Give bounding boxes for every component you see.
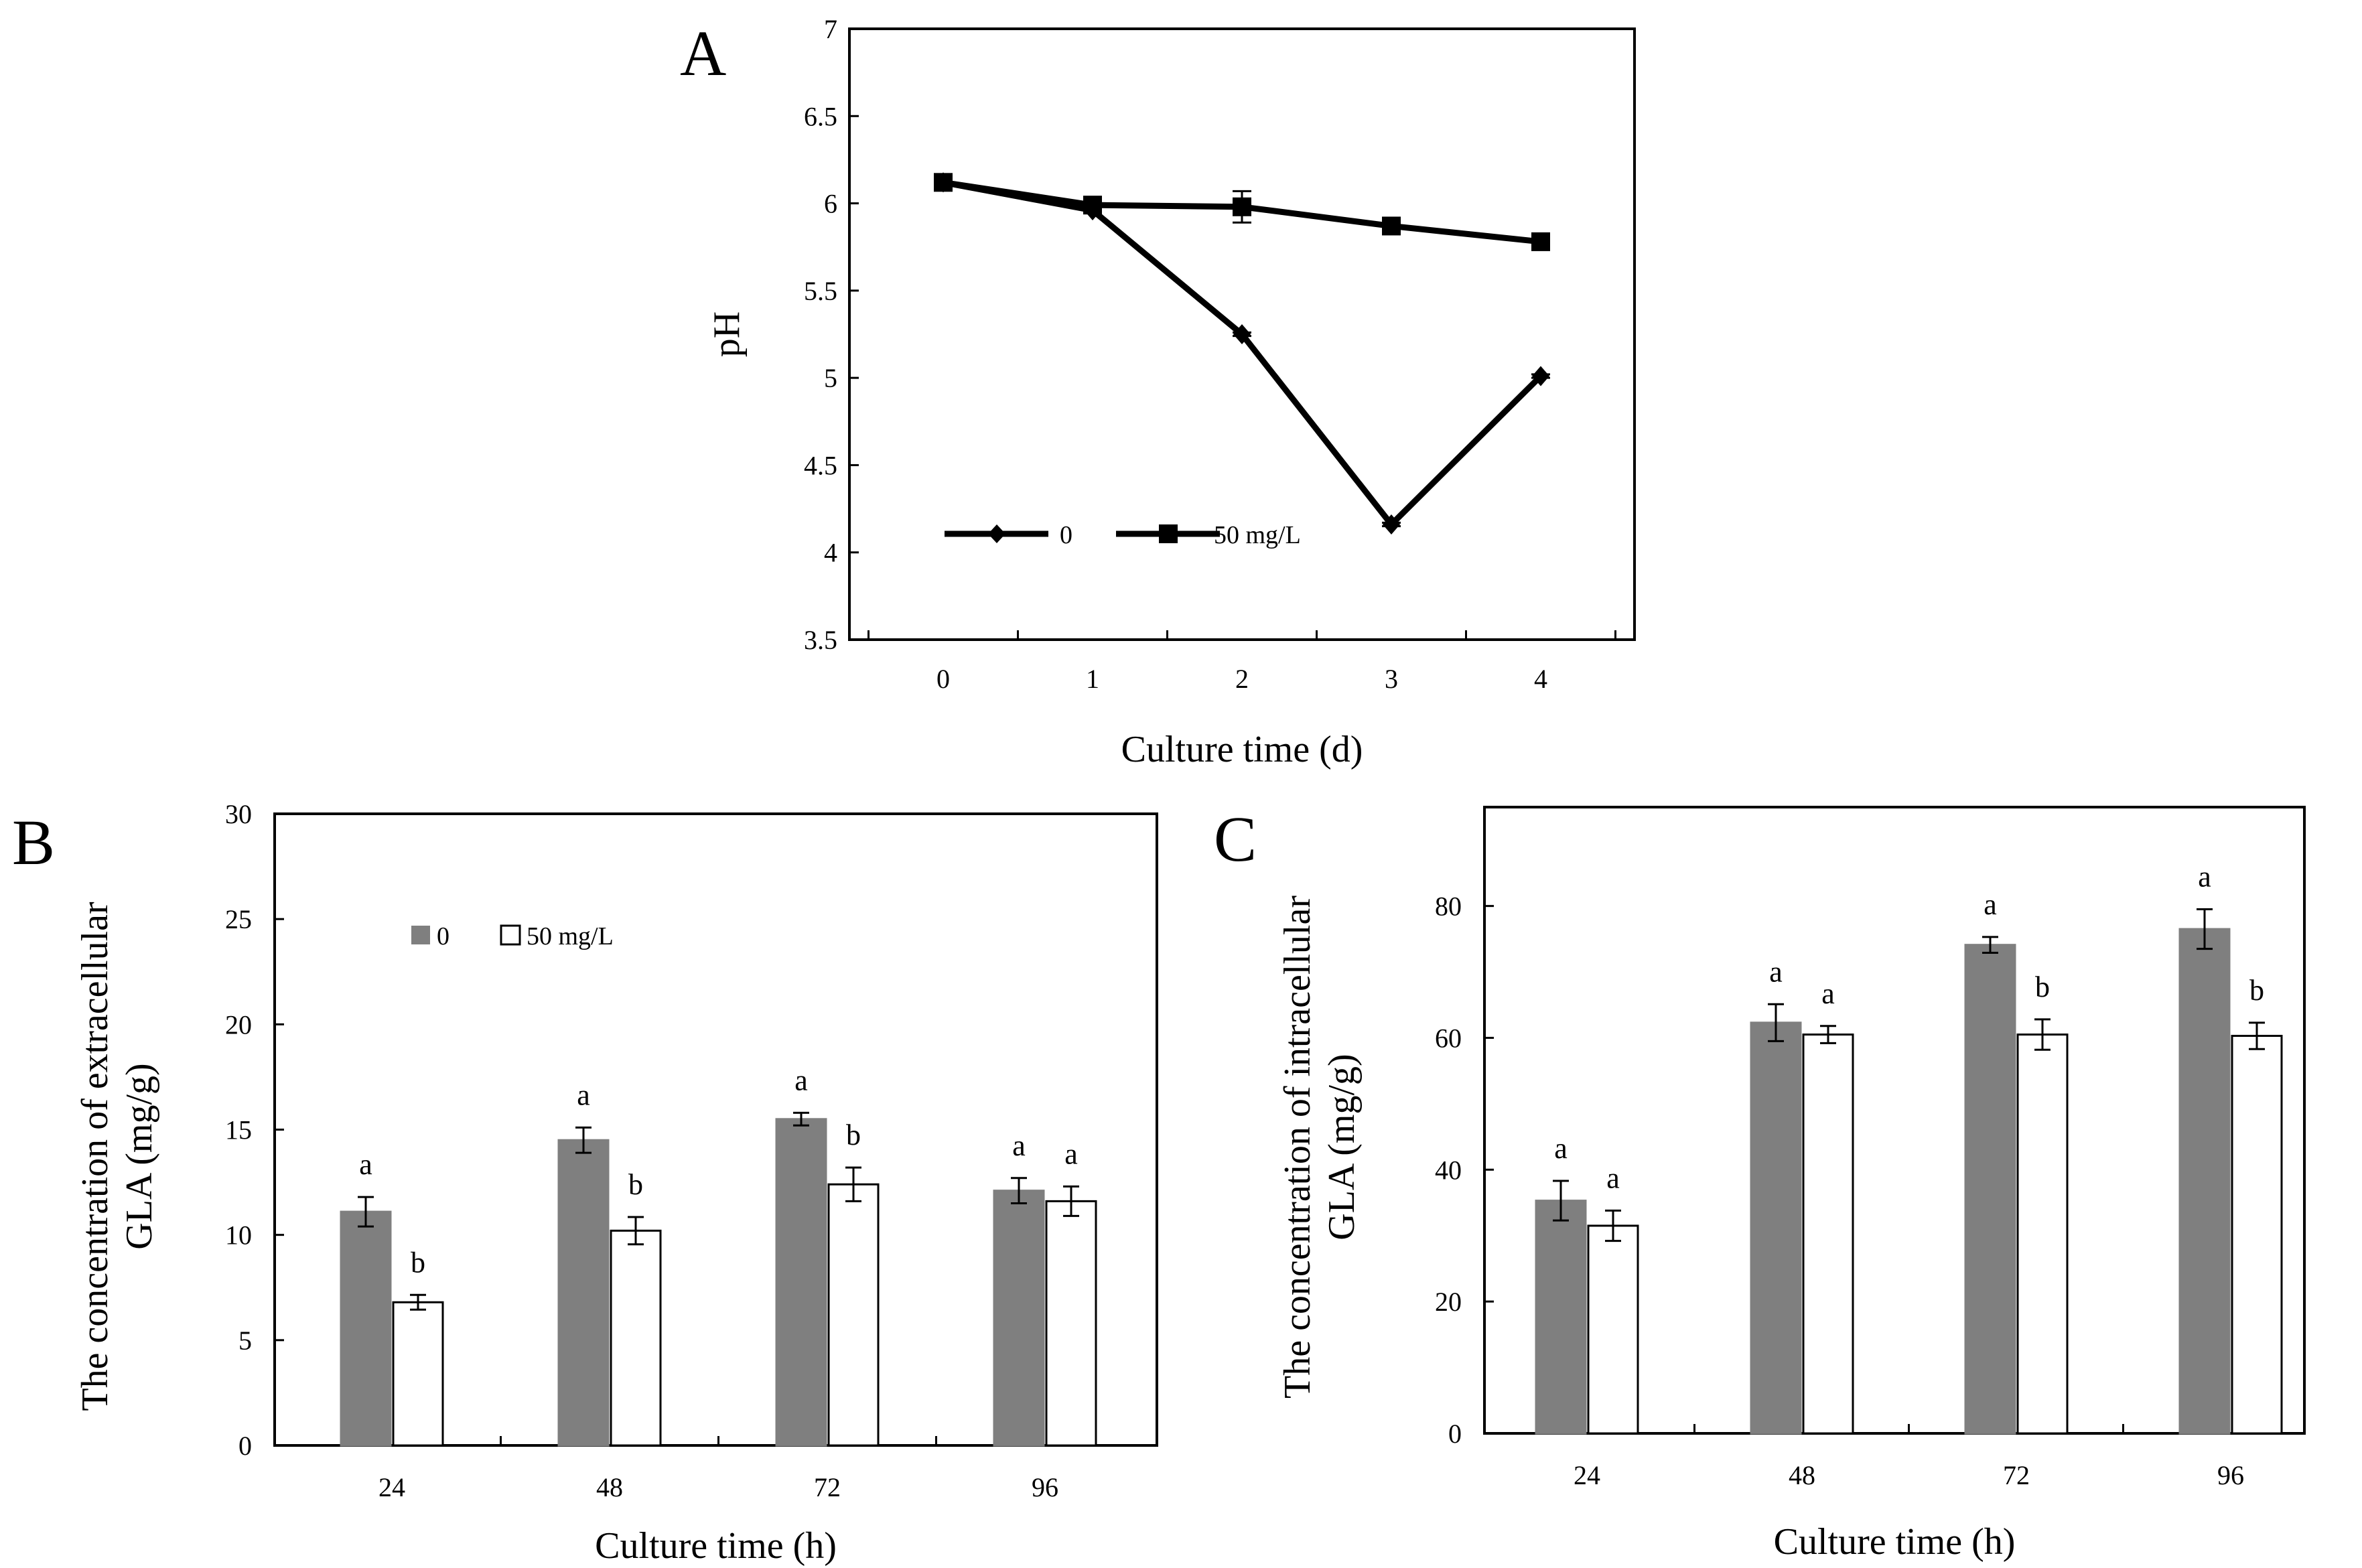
x-tick-label: 4: [1534, 664, 1547, 694]
y-tick-label: 30: [225, 799, 252, 829]
bar-control: [1964, 944, 2016, 1435]
legend-swatch-control: [411, 926, 430, 944]
x-tick-label: 96: [1032, 1472, 1058, 1502]
significance-label: a: [1821, 977, 1835, 1010]
significance-label: b: [846, 1119, 861, 1151]
y-tick-label: 25: [225, 904, 252, 934]
bar-control: [993, 1190, 1045, 1447]
plot-frame: [1483, 806, 2306, 1435]
y-tick-label: 5: [824, 363, 837, 393]
legend-marker-diamond: [988, 524, 1005, 543]
x-tick-label: 48: [596, 1472, 623, 1502]
y-tick-label: 5.5: [804, 276, 837, 306]
data-point-square: [1233, 197, 1251, 216]
legend-swatch-treated: [500, 924, 521, 946]
y-tick-label: 20: [225, 1009, 252, 1040]
data-point-diamond: [1383, 514, 1400, 535]
data-point-square: [1382, 216, 1401, 236]
bar-treated: [392, 1301, 444, 1447]
significance-label: b: [2249, 974, 2264, 1007]
y-tick-label: 6: [824, 189, 837, 219]
data-point-square: [1531, 232, 1550, 251]
significance-label: a: [1984, 888, 1997, 921]
data-point-square: [934, 173, 953, 192]
bar-control: [557, 1139, 610, 1447]
y-axis-title-line-2: GLA (mg/g): [1321, 1054, 1363, 1240]
panel-label: B: [12, 806, 55, 878]
panel-c-bar-chart: C 0 20 40 60 80 24 48 72 96 Culture time (h) The co…: [1214, 803, 2306, 1563]
legend-label: 50 mg/L: [1214, 521, 1301, 549]
y-tick-label: 5: [238, 1326, 252, 1356]
x-tick-label: 0: [936, 664, 950, 694]
legend-label: 0: [437, 922, 449, 950]
x-tick-label: 3: [1385, 664, 1398, 694]
y-tick-label: 60: [1435, 1023, 1462, 1053]
panel-b-bar-chart: B 0 5 10 15 20 25 30 24 48 72 96 Culture time (h) The…: [12, 799, 1158, 1567]
x-axis-title: Culture time (h): [595, 1525, 837, 1567]
y-tick-label: 20: [1435, 1287, 1462, 1317]
significance-label: b: [2035, 971, 2050, 1003]
x-axis-title: Culture time (d): [1121, 729, 1363, 770]
legend-label: 0: [1060, 521, 1072, 549]
x-tick-label: 96: [2217, 1460, 2244, 1490]
y-axis-title-line-1: The concentration of intracellular: [1277, 896, 1318, 1399]
data-point-square: [1083, 196, 1102, 215]
bar-treated: [2231, 1035, 2283, 1435]
plot-frame: [848, 27, 1636, 641]
x-tick-label: 72: [814, 1472, 841, 1502]
y-tick-label: 4.5: [804, 450, 837, 480]
significance-label: a: [1012, 1129, 1026, 1162]
x-tick-label: 72: [2003, 1460, 2030, 1490]
bar-control: [1750, 1021, 1802, 1435]
y-tick-label: 3.5: [804, 625, 837, 655]
bar-control: [1535, 1200, 1587, 1435]
significance-label: b: [628, 1168, 643, 1201]
x-axis-title: Culture time (h): [1774, 1521, 2016, 1563]
bar-treated: [1045, 1200, 1097, 1447]
bar-treated: [1802, 1034, 1854, 1435]
x-tick-label: 1: [1086, 664, 1099, 694]
y-tick-label: 4: [824, 538, 837, 568]
panel-label: C: [1214, 803, 1257, 875]
significance-label: a: [1064, 1137, 1078, 1170]
significance-label: a: [1554, 1132, 1568, 1165]
significance-label: b: [411, 1246, 425, 1279]
significance-label: a: [359, 1148, 372, 1181]
y-tick-label: 6.5: [804, 101, 837, 131]
x-tick-label: 2: [1235, 664, 1249, 694]
x-tick-label: 24: [1574, 1460, 1600, 1490]
significance-label: a: [577, 1078, 590, 1111]
bar-treated: [2016, 1034, 2069, 1435]
bar-control: [775, 1118, 827, 1447]
y-tick-label: 80: [1435, 892, 1462, 922]
bar-treated: [610, 1229, 662, 1447]
legend-label: 50 mg/L: [527, 922, 614, 950]
significance-label: a: [1769, 955, 1783, 988]
y-tick-label: 0: [1448, 1419, 1462, 1449]
y-axis-title: pH: [706, 311, 748, 357]
y-tick-label: 7: [824, 14, 837, 44]
panel-a-line-chart: A 3.5 4 4.5 5 5.5 6 6.5 7 0 1 2 3 4 Culture time (d) pH…: [680, 14, 1636, 770]
data-point-diamond: [1532, 366, 1549, 386]
bar-control: [340, 1210, 392, 1447]
data-point-diamond: [1233, 324, 1251, 344]
y-axis-title-line-2: GLA (mg/g): [119, 1063, 160, 1249]
y-tick-label: 10: [225, 1220, 252, 1251]
y-tick-label: 0: [238, 1431, 252, 1461]
bar-treated: [827, 1183, 880, 1447]
significance-label: a: [794, 1064, 808, 1096]
y-tick-label: 40: [1435, 1155, 1462, 1185]
significance-label: a: [1606, 1161, 1620, 1194]
significance-label: a: [2198, 861, 2211, 894]
y-axis-title-line-1: The concentration of extracellular: [74, 902, 116, 1411]
x-tick-label: 48: [1789, 1460, 1815, 1490]
legend-marker-square: [1159, 524, 1178, 543]
bar-treated: [1587, 1224, 1639, 1435]
x-tick-label: 24: [378, 1472, 405, 1502]
panel-label: A: [680, 17, 726, 89]
bar-control: [2178, 928, 2231, 1435]
y-tick-label: 15: [225, 1115, 252, 1145]
